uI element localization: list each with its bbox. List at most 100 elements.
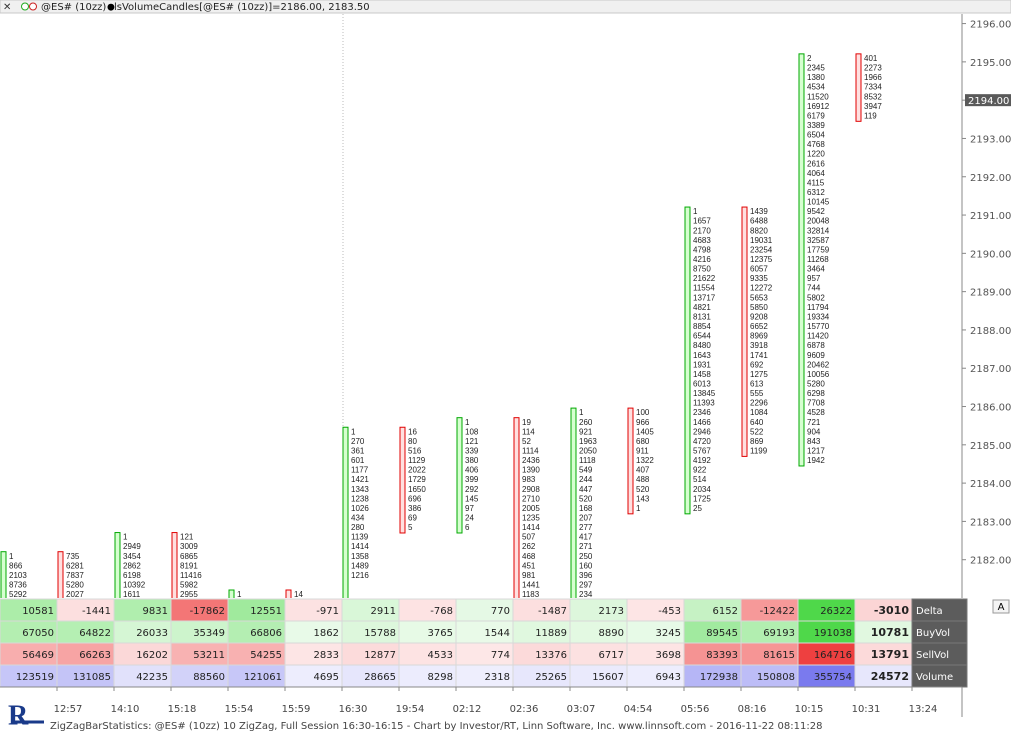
volume-at-price: 8854 <box>693 322 711 331</box>
footer: ZigZagBarStatistics: @ES# (10zz) 10 ZigZ… <box>50 721 822 732</box>
volume-at-price: 2034 <box>693 485 711 494</box>
volume-at-price: 2436 <box>522 456 540 465</box>
candle-body <box>627 407 634 515</box>
volume-at-price: 640 <box>750 418 764 427</box>
x-tick-label: 15:54 <box>225 704 254 715</box>
stat-value: 15607 <box>592 672 624 683</box>
y-tick-label: 2186.00 <box>970 403 1011 414</box>
y-tick-label: 2187.00 <box>970 364 1011 375</box>
volume-at-price: 16 <box>408 427 417 436</box>
volume-at-price: 3947 <box>864 102 882 111</box>
volume-at-price: 2949 <box>123 542 141 551</box>
stat-value: 56469 <box>22 650 54 661</box>
volume-at-price: 1414 <box>522 523 540 532</box>
stat-label: Delta <box>916 606 943 617</box>
volume-at-price: 406 <box>465 466 479 475</box>
stat-value: 123519 <box>16 672 54 683</box>
volume-at-price: 16912 <box>807 102 830 111</box>
stat-value: 8298 <box>428 672 453 683</box>
volume-at-price: 19 <box>522 418 531 427</box>
volume-at-price: 1199 <box>750 447 768 456</box>
volume-at-price: 5292 <box>9 590 27 599</box>
volume-at-price: 2908 <box>522 485 540 494</box>
volume-at-price: 1275 <box>750 370 768 379</box>
volume-at-price: 5280 <box>66 581 84 590</box>
stat-value: 28665 <box>364 672 396 683</box>
stat-label: Volume <box>916 672 953 683</box>
x-tick-label: 12:57 <box>54 704 83 715</box>
volume-at-price: 1657 <box>693 217 711 226</box>
y-tick-label: 2188.00 <box>970 326 1011 337</box>
study-label: lsVolumeCandles[@ES# (10zz)]=2186.00, 21… <box>114 2 370 13</box>
y-tick-label: 2190.00 <box>970 249 1011 260</box>
volume-at-price: 6281 <box>66 561 84 570</box>
toggle-icon[interactable] <box>21 2 29 11</box>
close-icon[interactable]: ✕ <box>3 2 11 13</box>
volume-at-price: 2022 <box>408 466 426 475</box>
x-tick-label: 03:07 <box>567 704 596 715</box>
volume-at-price: 692 <box>750 360 764 369</box>
volume-at-price: 6 <box>465 523 470 532</box>
x-tick-label: 10:15 <box>795 704 824 715</box>
volume-at-price: 271 <box>579 542 593 551</box>
volume-at-price: 2050 <box>579 447 597 456</box>
volume-at-price: 2170 <box>693 226 711 235</box>
stat-value: 1544 <box>485 628 510 639</box>
stat-value: 24572 <box>871 670 909 683</box>
volume-at-price: 21622 <box>693 274 716 283</box>
volume-at-price: 292 <box>465 485 479 494</box>
stat-value: 6152 <box>713 606 738 617</box>
stat-value: 67050 <box>22 628 54 639</box>
study-icon: ● <box>107 3 115 13</box>
volume-at-price: 1741 <box>750 351 768 360</box>
stat-value: 53211 <box>193 650 225 661</box>
stat-value: 66806 <box>250 628 282 639</box>
auto-button[interactable] <box>992 599 1010 614</box>
volume-at-price: 1177 <box>351 466 369 475</box>
volume-at-price: 5767 <box>693 447 711 456</box>
candle-body <box>171 532 178 598</box>
stat-value: 54255 <box>250 650 282 661</box>
volume-at-price: 4768 <box>807 140 825 149</box>
volume-at-price: 696 <box>408 494 422 503</box>
x-tick-label: 15:18 <box>168 704 197 715</box>
stat-value: 83393 <box>706 650 738 661</box>
y-tick-label: 2184.00 <box>970 479 1011 490</box>
volume-at-price: 1650 <box>408 485 426 494</box>
volume-at-price: 25 <box>693 504 702 513</box>
volume-at-price: 957 <box>807 274 821 283</box>
volume-at-price: 1466 <box>693 418 711 427</box>
stat-value: 2173 <box>599 606 624 617</box>
stat-value: 9831 <box>143 606 168 617</box>
volume-at-price: 3009 <box>180 542 198 551</box>
volume-at-price: 14 <box>294 590 303 599</box>
stat-value: -12422 <box>760 606 795 617</box>
volume-at-price: 32814 <box>807 226 830 235</box>
volume-at-price: 4216 <box>693 255 711 264</box>
volume-at-price: 4192 <box>693 456 711 465</box>
price-axis: 2182.00 2183.00 2184.00 2185.00 2186.00 2187.… <box>962 20 1011 567</box>
stat-value: 25265 <box>535 672 567 683</box>
volume-at-price: 1729 <box>408 475 426 484</box>
volume-at-price: 549 <box>579 466 593 475</box>
x-tick-label: 02:36 <box>510 704 539 715</box>
stat-value: 6943 <box>656 672 681 683</box>
volume-at-price: 869 <box>750 437 764 446</box>
volume-at-price: 6312 <box>807 188 825 197</box>
stat-value: 26033 <box>136 628 168 639</box>
volume-at-price: 386 <box>408 504 422 513</box>
volume-at-price: 297 <box>579 581 593 590</box>
volume-at-price: 244 <box>579 475 593 484</box>
stat-value: 8890 <box>599 628 624 639</box>
volume-at-price: 10392 <box>123 581 146 590</box>
x-tick-label: 05:56 <box>681 704 710 715</box>
toggle-icon[interactable] <box>29 2 37 11</box>
title-bar <box>0 0 1011 14</box>
volume-at-price: 2955 <box>180 590 198 599</box>
stat-value: 2911 <box>371 606 396 617</box>
volume-at-price: 234 <box>579 590 593 599</box>
volume-at-price: 108 <box>465 427 479 436</box>
volume-at-price: 613 <box>750 379 764 388</box>
stat-value: -17862 <box>190 606 225 617</box>
volume-at-price: 922 <box>693 466 707 475</box>
